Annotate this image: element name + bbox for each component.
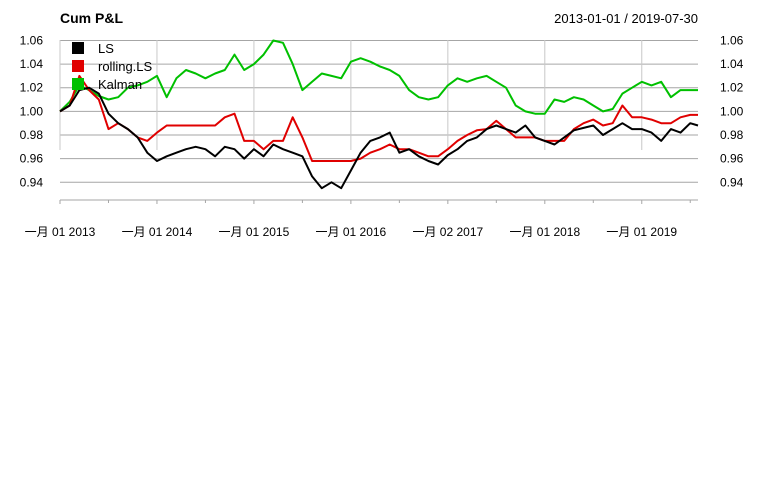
x-tick-label: 一月 02 2017 xyxy=(412,225,483,239)
x-tick-label: 一月 01 2016 xyxy=(316,225,387,239)
x-axis: 一月 01 2013 一月 01 2014 一月 01 2015 一月 01 2016… xyxy=(25,199,698,239)
y-tick-label-left: 1.04 xyxy=(20,57,44,71)
x-tick-label: 一月 01 2015 xyxy=(219,225,290,239)
y-tick-label-right: 1.06 xyxy=(720,33,744,47)
x-tick-label: 一月 01 2014 xyxy=(122,225,193,239)
series-line-ls xyxy=(59,86,699,190)
x-tick-label: 一月 01 2018 xyxy=(509,225,580,239)
y-tick-label-right: 0.94 xyxy=(720,175,744,189)
y-tick-label-left: 0.96 xyxy=(20,152,44,166)
y-tick-label-left: 0.94 xyxy=(20,175,44,189)
y-axis-right: 0.94 0.96 0.98 1.00 1.02 1.04 1.06 xyxy=(720,33,744,189)
x-tick-label: 一月 01 2019 xyxy=(606,225,677,239)
series-lines xyxy=(59,39,699,190)
y-tick-label-right: 1.04 xyxy=(720,57,744,71)
date-range: 2013-01-01 / 2019-07-30 xyxy=(554,11,698,26)
series-line-kalman xyxy=(59,39,698,115)
legend: LS rolling.LS Kalman xyxy=(72,41,153,92)
x-tick-label: 一月 01 2013 xyxy=(25,225,96,239)
legend-swatch xyxy=(72,78,84,90)
y-axis-left: 0.94 0.96 0.98 1.00 1.02 1.04 1.06 xyxy=(20,33,44,189)
legend-swatch xyxy=(72,42,84,54)
y-tick-label-right: 1.02 xyxy=(720,81,744,95)
y-tick-label-left: 1.00 xyxy=(20,104,44,118)
legend-swatch xyxy=(72,60,84,72)
legend-label: rolling.LS xyxy=(98,59,153,74)
y-tick-label-right: 0.96 xyxy=(720,152,744,166)
y-tick-label-left: 1.06 xyxy=(20,33,44,47)
y-tick-label-left: 0.98 xyxy=(20,128,44,142)
y-tick-label-right: 1.00 xyxy=(720,104,744,118)
y-tick-label-left: 1.02 xyxy=(20,81,44,95)
legend-label: LS xyxy=(98,41,114,56)
chart-title: Cum P&L xyxy=(60,10,123,26)
legend-label: Kalman xyxy=(98,77,142,92)
y-tick-label-right: 0.98 xyxy=(720,128,744,142)
series-line-rolling-ls xyxy=(59,74,698,162)
grid xyxy=(59,39,698,183)
